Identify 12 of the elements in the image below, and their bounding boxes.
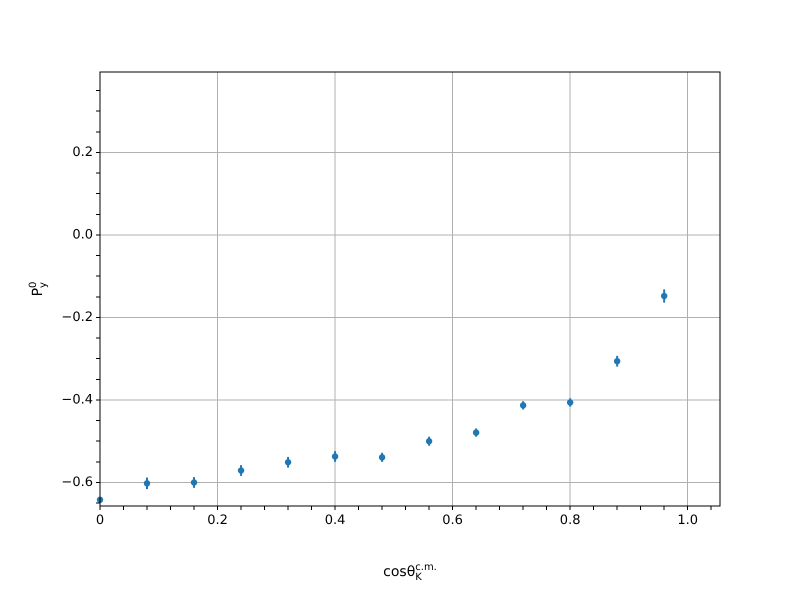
x-tick-label: 0 [96,513,104,528]
x-tick-label: 1.0 [677,513,698,528]
y-tick-label: −0.4 [61,392,93,408]
y-tick-label: −0.6 [61,474,93,490]
x-tick-label: 0.8 [560,513,580,528]
y-tick-label: 0.0 [72,227,93,242]
y-tick-label: −0.2 [61,310,93,325]
x-tick-label: 0.4 [324,513,346,528]
x-tick-label: 0.2 [207,513,228,528]
y-tick-label: 0.2 [72,144,93,160]
x-tick-label: 0.6 [442,513,463,528]
y-axis-title: Py0 [28,282,49,296]
